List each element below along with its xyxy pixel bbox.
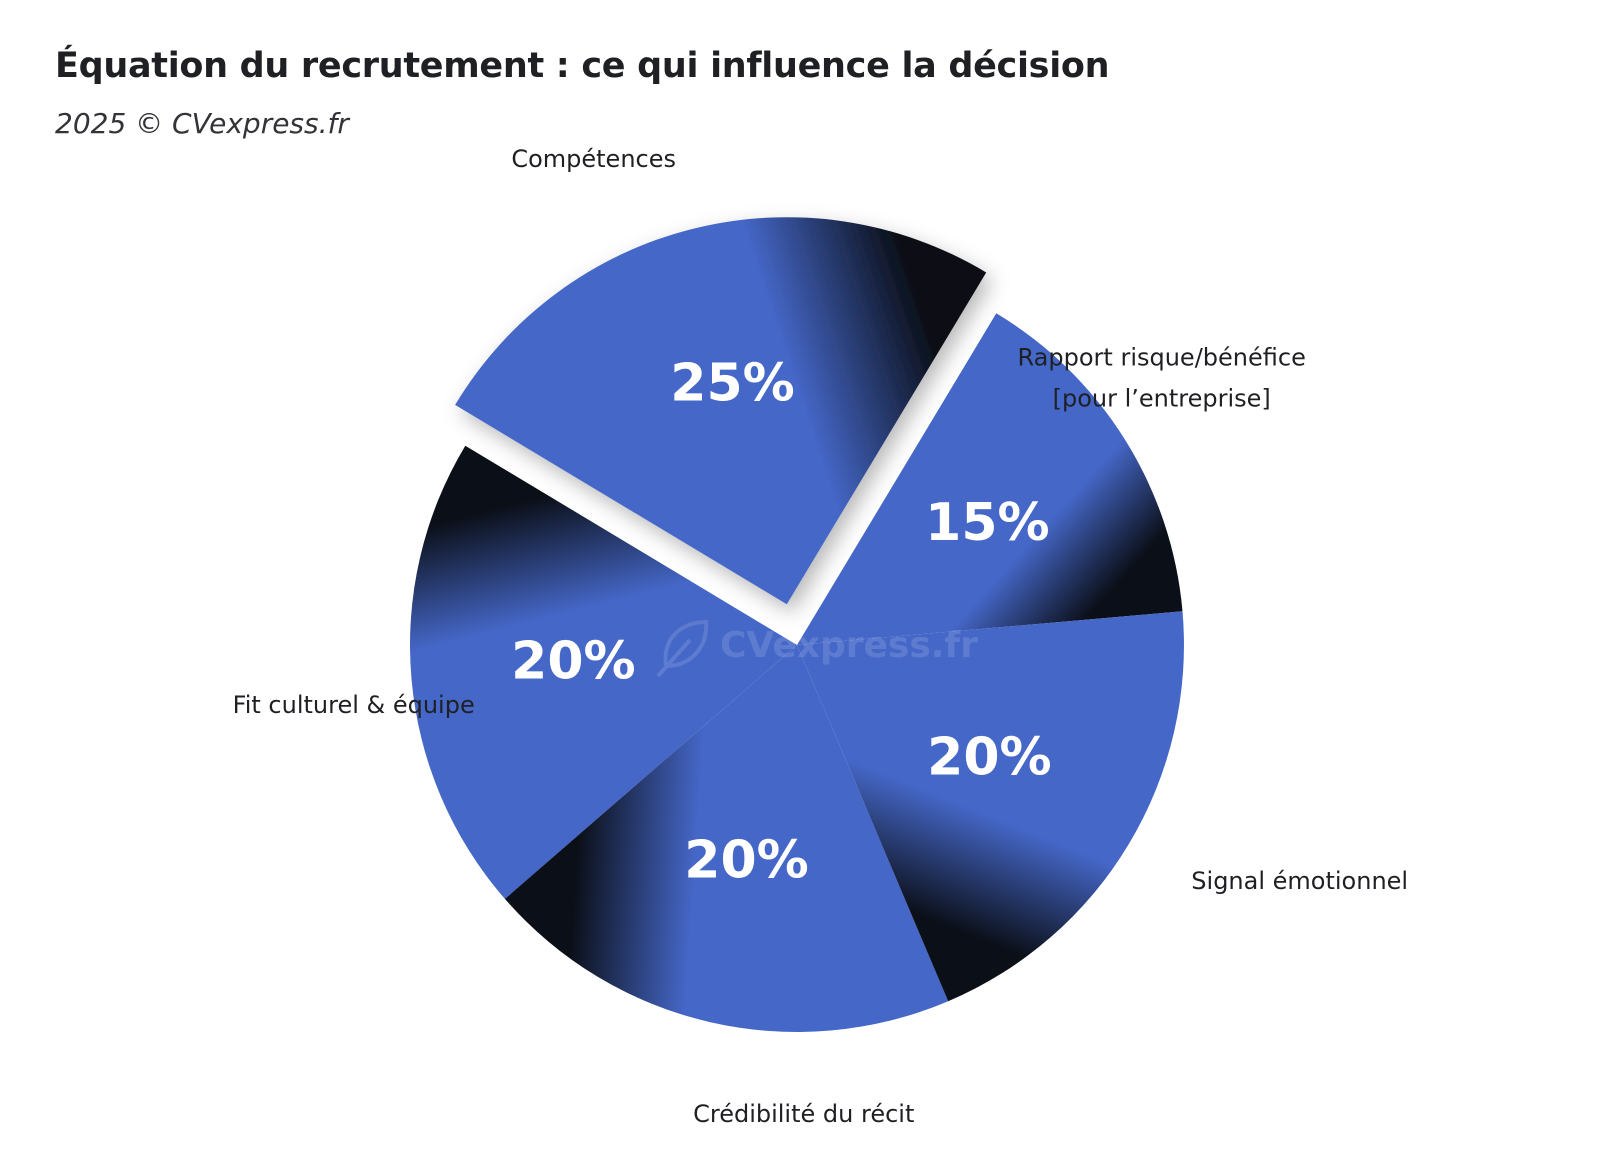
watermark: CVexpress.fr — [656, 619, 978, 678]
slice-category-label: Rapport risque/bénéfice [pour l’entrepris… — [1018, 344, 1306, 413]
slice-value-label: 20% — [684, 831, 808, 891]
pie-slice — [455, 217, 987, 605]
leaf-icon — [656, 619, 709, 678]
slice-category-label: Crédibilité du récit — [693, 1100, 914, 1128]
pie-slice — [504, 645, 949, 1032]
pie-slice — [410, 445, 797, 899]
pie-slice — [797, 611, 1184, 1002]
slice-category-label: Signal émotionnel — [1191, 867, 1408, 895]
chart-subtitle: 2025 © CVexpress.fr — [55, 107, 349, 140]
slice-value-label: 15% — [925, 493, 1049, 553]
slice-value-label: 20% — [927, 728, 1051, 788]
slice-category-label: Compétences — [511, 145, 676, 173]
watermark-text: CVexpress.fr — [720, 625, 978, 666]
pie-slice — [797, 313, 1183, 645]
slice-value-label: 25% — [670, 354, 794, 414]
slice-category-label: Fit culturel & équipe — [233, 691, 475, 719]
slice-value-label: 20% — [511, 632, 635, 692]
chart-title: Équation du recrutement : ce qui influen… — [55, 46, 1110, 86]
